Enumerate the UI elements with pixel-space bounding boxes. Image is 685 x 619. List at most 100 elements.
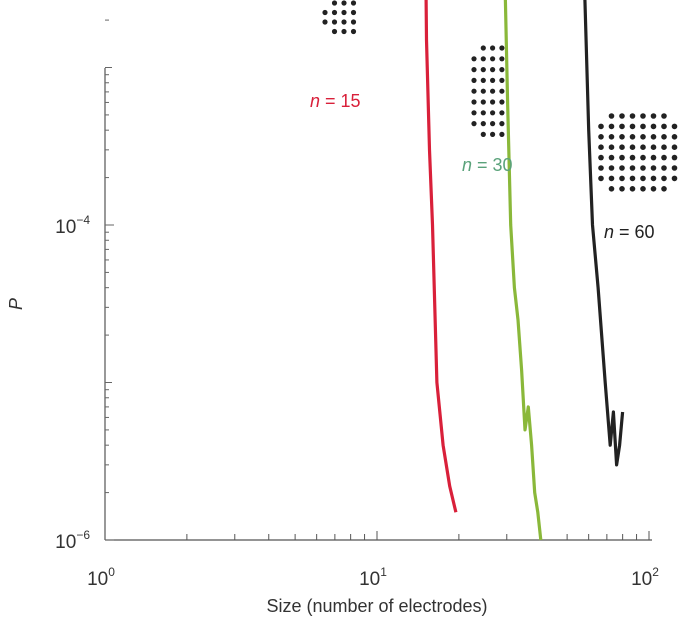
electrode-dot <box>608 175 615 182</box>
electrode-dot <box>598 144 604 150</box>
electrode-dot <box>499 110 505 116</box>
electrode-dot <box>650 144 657 150</box>
electrode-dot <box>640 154 646 161</box>
electrode-dot <box>331 28 338 35</box>
electrode-dot <box>480 77 486 83</box>
y-tick-label: 10−6 <box>55 528 90 553</box>
electrode-dot <box>331 9 338 16</box>
electrode-dot <box>650 123 657 130</box>
axes <box>104 68 652 541</box>
electrode-dot <box>499 45 505 51</box>
electrode-dot <box>640 123 646 130</box>
electrode-dot <box>341 28 347 35</box>
electrode-dot <box>350 9 357 16</box>
electrode-dot <box>490 67 496 73</box>
label-n15: n = 15 <box>310 91 361 111</box>
electrode-dot <box>598 123 604 130</box>
electrode-dot <box>499 88 505 94</box>
electrode-dot <box>480 121 486 127</box>
electrode-dot <box>671 154 678 161</box>
electrode-dot <box>661 186 667 192</box>
electrode-dot <box>350 19 357 25</box>
electrode-dot <box>671 134 678 140</box>
electrode-dot <box>619 175 625 182</box>
electrode-dot <box>671 175 678 182</box>
electrode-array-insets <box>322 0 678 192</box>
electrode-dot <box>640 186 646 192</box>
electrode-dot <box>640 175 646 182</box>
electrode-dot <box>499 67 505 73</box>
electrode-dot <box>480 99 486 105</box>
x-tick-label: 100 <box>87 565 115 590</box>
electrode-dot <box>608 154 615 161</box>
electrode-dot <box>598 175 604 182</box>
electrode-dot <box>490 110 496 116</box>
electrode-dot <box>499 121 505 127</box>
electrode-dot <box>629 154 636 161</box>
electrode-dot <box>341 19 347 25</box>
electrode-dot <box>608 144 615 150</box>
electrode-dot <box>322 19 328 25</box>
electrode-dot <box>608 186 615 192</box>
electrode-dot <box>350 0 357 6</box>
electrode-dot <box>608 134 615 140</box>
electrode-array-15 <box>322 0 357 35</box>
electrode-dot <box>322 9 328 16</box>
electrode-dot <box>661 134 667 140</box>
electrode-dot <box>480 56 486 62</box>
electrode-dot <box>341 9 347 16</box>
electrode-dot <box>629 123 636 130</box>
y-tick-label: 10−4 <box>55 213 90 238</box>
electrode-dot <box>650 113 657 119</box>
electrode-dot <box>480 88 486 94</box>
electrode-dot <box>661 113 667 119</box>
electrode-dot <box>671 165 678 171</box>
electrode-dot <box>619 186 625 192</box>
electrode-dot <box>331 0 338 6</box>
electrode-dot <box>629 144 636 150</box>
electrode-dot <box>650 134 657 140</box>
electrode-dot <box>608 123 615 130</box>
electrode-dot <box>499 77 505 83</box>
electrode-dot <box>471 67 477 73</box>
electrode-array-60 <box>598 113 678 192</box>
electrode-dot <box>499 99 505 105</box>
electrode-dot <box>661 165 667 171</box>
electrode-dot <box>598 134 604 140</box>
electrode-dot <box>490 88 496 94</box>
electrode-dot <box>629 186 636 192</box>
label-n30: n = 30 <box>462 155 513 175</box>
electrode-dot <box>671 123 678 130</box>
electrode-dot <box>490 45 496 51</box>
electrode-dot <box>608 113 615 119</box>
electrode-dot <box>598 154 604 161</box>
electrode-dot <box>619 123 625 130</box>
electrode-dot <box>661 123 667 130</box>
electrode-dot <box>661 175 667 182</box>
electrode-dot <box>490 131 496 137</box>
y-axis-title: P <box>6 298 26 310</box>
series-line-n-60 <box>583 0 625 467</box>
electrode-dot <box>629 113 636 119</box>
electrode-dot <box>650 175 657 182</box>
electrode-dot <box>608 165 615 171</box>
ticks: 10010110210010−210−410−6 <box>55 19 659 590</box>
series-lines <box>424 0 625 541</box>
electrode-dot <box>619 144 625 150</box>
electrode-dot <box>471 56 477 62</box>
electrode-dot <box>629 134 636 140</box>
x-tick-label: 101 <box>359 565 387 590</box>
electrode-dot <box>650 154 657 161</box>
electrode-dot <box>640 134 646 140</box>
electrode-dot <box>480 67 486 73</box>
electrode-dot <box>490 121 496 127</box>
electrode-dot <box>471 88 477 94</box>
electrode-dot <box>471 99 477 105</box>
electrode-dot <box>480 45 486 51</box>
electrode-dot <box>661 144 667 150</box>
electrode-dot <box>471 121 477 127</box>
x-tick-label: 102 <box>631 565 659 590</box>
electrode-dot <box>650 165 657 171</box>
series-line-n-30 <box>503 0 543 541</box>
